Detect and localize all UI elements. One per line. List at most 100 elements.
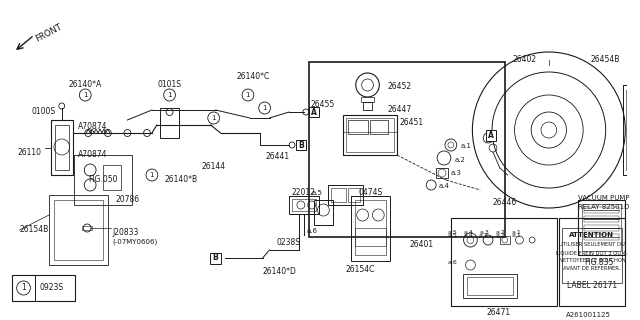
Text: 0101S: 0101S [157,80,182,89]
Bar [74,155,132,205]
Text: A70874: A70874 [79,150,108,159]
Bar [371,120,388,134]
Text: 26446: 26446 [493,198,517,207]
Text: a.6: a.6 [306,228,317,234]
Text: a.3: a.3 [479,230,489,235]
Text: 1: 1 [211,115,216,121]
Circle shape [164,89,175,101]
Bar [355,228,386,246]
Text: FIG.835: FIG.835 [584,258,614,267]
Text: a.6: a.6 [448,260,458,265]
Bar [54,200,103,260]
Text: 26471: 26471 [487,308,511,317]
Text: B: B [212,253,218,262]
Text: LABEL 26171: LABEL 26171 [567,281,617,290]
Text: A261001125: A261001125 [566,312,611,318]
Bar [500,236,509,244]
Bar [160,108,179,138]
Bar [308,62,505,237]
Bar [627,90,640,170]
Bar [314,200,333,225]
Text: FIG.050: FIG.050 [88,175,118,184]
Text: 26401: 26401 [410,240,433,249]
Bar [308,107,319,117]
Text: 22012: 22012 [292,188,316,197]
Text: 0474S: 0474S [358,188,383,197]
Circle shape [17,281,30,295]
Text: 1: 1 [21,284,26,292]
Text: 1: 1 [262,105,267,111]
Bar [12,275,76,301]
Bar [584,207,620,213]
Bar [351,196,390,261]
Bar [486,130,497,140]
Text: 1: 1 [167,92,172,98]
Text: a.1: a.1 [461,143,472,149]
Text: A: A [310,108,317,116]
Text: 26140*C: 26140*C [236,72,269,81]
Text: 26110: 26110 [18,148,42,157]
Text: a.4: a.4 [463,230,474,235]
Text: a.5: a.5 [311,190,322,196]
Text: AVANT DE REFERMER.: AVANT DE REFERMER. [563,266,621,271]
Circle shape [146,169,158,181]
Text: 26452: 26452 [387,82,412,91]
Text: LIQUIDE FREIN DOT 3 OU 4.: LIQUIDE FREIN DOT 3 OU 4. [556,250,628,255]
Bar [436,168,448,178]
Text: a.3: a.3 [478,233,488,238]
Text: B: B [298,140,304,149]
Text: 26144: 26144 [202,162,226,171]
Circle shape [242,89,254,101]
Bar [51,120,72,175]
Text: A: A [488,131,494,140]
Text: 26140*D: 26140*D [262,267,296,276]
Bar [579,200,625,255]
Text: 26441: 26441 [266,152,289,161]
Bar [467,277,513,295]
Circle shape [208,112,220,124]
Bar [363,102,372,110]
Text: a.2: a.2 [496,233,506,238]
Text: 1: 1 [246,92,250,98]
Bar [292,199,316,211]
Text: 0923S: 0923S [39,283,63,292]
Bar [582,204,621,251]
Bar [328,185,363,205]
Text: (-07MY0606): (-07MY0606) [113,238,158,244]
Text: 26447: 26447 [387,105,412,114]
Text: a.5: a.5 [448,230,458,235]
Text: 0100S: 0100S [31,107,55,116]
Text: a.5: a.5 [448,233,458,238]
Text: 26140*B: 26140*B [164,175,198,184]
Text: 26402: 26402 [512,55,536,64]
Bar [451,218,557,306]
Bar [623,85,640,175]
Bar [584,225,620,231]
Text: a.4: a.4 [463,233,474,238]
Bar [343,115,397,155]
Text: RELAY 82501D: RELAY 82501D [579,204,630,210]
Text: 26451: 26451 [400,118,424,127]
Bar [296,140,306,150]
Bar [83,226,92,230]
Bar [346,118,394,152]
Text: 26454B: 26454B [591,55,620,64]
Text: a.2: a.2 [455,157,466,163]
Bar [355,200,386,255]
Text: a.4: a.4 [439,183,450,189]
Text: FRONT: FRONT [35,22,64,44]
Bar [561,228,622,283]
Text: a.2: a.2 [496,230,506,235]
Text: 26455: 26455 [310,100,335,109]
Circle shape [259,102,271,114]
Bar [463,274,516,298]
Bar [210,252,221,263]
Bar [348,120,367,134]
Bar [584,216,620,222]
Bar [361,97,374,102]
Text: a.1: a.1 [511,230,522,235]
Text: VACUUM PUMP: VACUUM PUMP [579,195,630,201]
Text: a.1: a.1 [511,233,522,238]
Bar [584,234,620,240]
Text: 0238S: 0238S [276,238,300,247]
